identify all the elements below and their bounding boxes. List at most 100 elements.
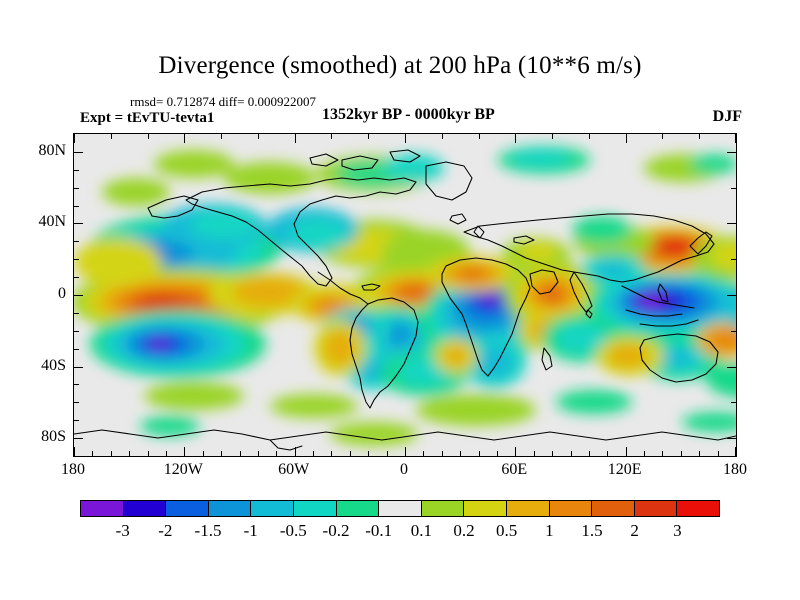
colorbar-tick-12: 2 [630,521,639,540]
x-tick-minor [423,451,425,456]
y-tick-right-minor [731,330,736,332]
y-tick-major [74,438,83,440]
x-tick-minor [588,451,590,456]
x-tick-major [405,447,406,456]
colorbar-swatch-8 [421,501,465,516]
x-tick-minor [110,451,112,456]
x-tick-top-minor [331,134,333,139]
season-label: DJF [712,108,742,125]
x-tick-minor [202,451,204,456]
x-tick-minor [570,451,572,456]
rmsd-stats-label: rmsd= 0.712874 diff= 0.000922007 [130,94,316,109]
x-tick-minor [607,451,609,456]
colorbar-tick-4: -0.5 [279,521,307,540]
x-tick-top-minor [147,134,149,139]
x-tick-minor [147,451,149,456]
x-tick-top-minor [588,134,590,139]
x-tick-major [74,447,75,456]
colorbar-tick-11: 1.5 [581,521,603,540]
x-axis-label-3: 0 [400,461,408,478]
y-tick-right-minor [731,259,736,261]
y-tick-right-major [727,151,736,153]
x-tick-top-minor [699,134,701,139]
y-tick-minor [74,169,79,171]
x-tick-top-major [515,134,517,143]
y-tick-minor [74,384,79,386]
colorbar-tick-5: -0.2 [322,521,350,540]
y-axis-label-1: 40N [38,213,66,231]
x-tick-top-major [74,134,75,143]
x-tick-minor [717,451,719,456]
x-tick-top-minor [478,134,480,139]
y-tick-right-major [727,366,736,368]
x-axis-label-6: 180 [723,461,747,478]
colorbar-swatch-13 [634,501,678,516]
y-axis-label-4: 80S [41,428,66,446]
x-tick-minor [386,451,388,456]
x-tick-top-major [294,134,296,143]
x-tick-top-major [735,134,736,143]
y-tick-minor [74,277,79,279]
colorbar-tick-2: -1.5 [194,521,222,540]
colorbar-swatch-7 [379,501,422,516]
x-tick-minor [680,451,682,456]
y-tick-major [74,366,83,368]
y-tick-minor [74,348,79,350]
y-tick-minor [74,187,79,189]
colorbar-tick-9: 0.5 [496,521,518,540]
y-tick-major [74,223,83,225]
x-tick-major [184,447,186,456]
x-tick-minor [92,451,94,456]
x-axis-label-1: 120W [163,461,203,478]
y-tick-major [74,151,83,153]
x-tick-top-minor [368,134,370,139]
x-axis-label-4: 60E [501,461,528,478]
x-tick-top-minor [441,134,443,139]
map-field-svg [74,134,736,456]
x-tick-top-minor [221,134,223,139]
x-tick-minor [644,451,645,456]
x-tick-minor [349,451,351,456]
x-tick-minor [662,451,664,456]
x-tick-top-minor [257,134,259,139]
x-tick-minor [276,451,278,456]
map-plot-area [73,133,737,457]
y-tick-right-major [727,438,736,440]
colorbar-tick-0: -3 [115,521,130,540]
y-tick-minor [74,241,79,243]
y-tick-minor [74,259,79,261]
y-axis-label-0: 80N [38,142,66,159]
x-tick-minor [552,451,554,456]
x-tick-minor [313,451,314,456]
colorbar-swatch-14 [677,501,719,516]
x-tick-minor [129,451,131,456]
x-tick-top-major [405,134,406,143]
colorbar-swatch-2 [166,501,209,516]
y-tick-minor [74,420,79,422]
colorbar-swatch-0 [81,501,124,516]
x-tick-minor [368,451,370,456]
y-tick-right-major [727,295,736,296]
x-tick-minor [221,451,223,456]
colorbar-tick-13: 3 [673,521,682,540]
colorbar-tick-3: -1 [243,521,258,540]
x-tick-minor [166,451,167,456]
y-tick-minor [74,330,79,332]
y-tick-right-minor [731,187,736,189]
x-tick-top-minor [662,134,664,139]
colorbar-tick-labels: -3 -2 -1.5 -1 -0.5 -0.2 -0.1 0.1 0.2 0.5 1 1.5 2 3 [80,521,720,543]
x-tick-minor [496,451,498,456]
x-tick-minor [257,451,259,456]
y-tick-minor [74,312,79,314]
colorbar-swatch-3 [208,501,252,516]
y-tick-minor [74,205,79,207]
y-tick-right-minor [731,402,736,404]
figure-title: Divergence (smoothed) at 200 hPa (10**6 … [158,52,642,79]
x-tick-minor [533,451,535,456]
x-tick-minor [460,451,462,456]
colorbar-swatch-12 [592,501,635,516]
x-axis-label-2: 60W [278,461,310,478]
x-tick-minor [699,451,701,456]
colorbar-tick-8: 0.2 [453,521,475,540]
